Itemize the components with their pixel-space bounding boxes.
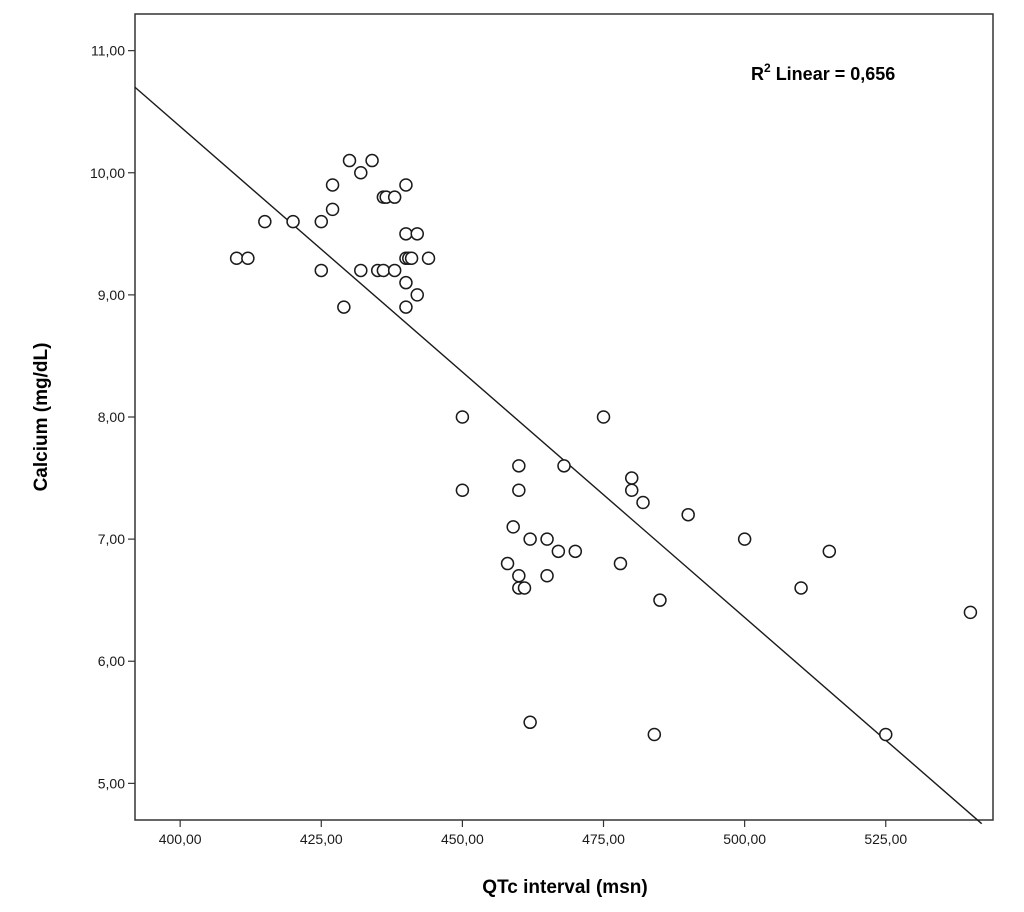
data-point (354, 263, 368, 278)
linear-fit-line (134, 86, 983, 825)
data-point (241, 251, 255, 265)
data-point (540, 569, 554, 583)
data-point (551, 544, 566, 559)
data-point (365, 153, 379, 168)
x-tick-label: 400,00 (159, 831, 202, 847)
y-tick-label: 11,00 (91, 43, 125, 59)
data-point (314, 263, 329, 278)
plot-area (134, 86, 983, 825)
y-axis: 5,00 6,00 7,00 8,00 9,00 10,00 11,00 (90, 43, 135, 791)
y-tick-label: 6,00 (98, 653, 125, 669)
data-point (325, 202, 340, 217)
data-point (647, 727, 662, 742)
data-point (624, 471, 639, 485)
data-point (596, 410, 611, 424)
y-tick-label: 8,00 (98, 409, 125, 425)
data-point (342, 153, 357, 168)
data-point (387, 190, 402, 204)
data-point (404, 251, 419, 265)
data-point (523, 532, 537, 546)
x-tick-label: 500,00 (723, 831, 766, 847)
data-point (399, 300, 413, 314)
data-point (325, 178, 340, 192)
data-point (286, 214, 300, 229)
data-point (737, 532, 752, 546)
r-squared-prefix: R (751, 64, 764, 84)
data-point (653, 593, 667, 607)
data-point (229, 251, 244, 265)
data-point (963, 605, 978, 620)
data-point (258, 214, 272, 229)
data-point (337, 300, 351, 314)
data-point (354, 166, 368, 180)
data-point (822, 544, 837, 559)
data-point (399, 275, 413, 290)
data-point (500, 556, 515, 571)
data-point (455, 410, 470, 424)
data-point (517, 581, 532, 595)
x-tick-label: 425,00 (300, 831, 343, 847)
x-tick-label: 450,00 (441, 831, 484, 847)
data-point (512, 569, 526, 583)
data-point (512, 483, 526, 498)
x-tick-label: 475,00 (582, 831, 625, 847)
data-point (399, 178, 413, 192)
data-point (455, 483, 470, 498)
data-point (421, 251, 436, 265)
data-point (410, 288, 424, 302)
data-point (387, 263, 402, 278)
data-point (681, 507, 695, 522)
data-point (613, 556, 628, 571)
data-point (624, 483, 639, 498)
data-point (540, 532, 554, 546)
y-tick-label: 10,00 (90, 165, 125, 181)
data-point (410, 227, 424, 241)
data-point (568, 544, 583, 559)
r-squared-annotation: R2 Linear = 0,656 (751, 61, 895, 84)
data-point (314, 214, 329, 229)
data-point (399, 227, 413, 241)
data-point (506, 520, 520, 534)
r-squared-superscript: 2 (764, 61, 771, 75)
y-tick-label: 5,00 (98, 775, 125, 791)
x-tick-label: 525,00 (864, 831, 907, 847)
y-tick-label: 7,00 (98, 531, 125, 547)
y-axis-title: Calcium (mg/dL) (31, 343, 52, 492)
data-point (794, 581, 808, 595)
x-axis: 400,00 425,00 450,00 475,00 500,00 525,00 (159, 820, 907, 847)
data-point (879, 727, 893, 742)
data-point (636, 495, 650, 510)
data-point (376, 263, 391, 278)
data-point (512, 459, 526, 473)
y-tick-label: 9,00 (98, 287, 125, 303)
data-point (557, 459, 571, 473)
data-point (523, 715, 537, 730)
x-axis-title: QTc interval (msn) (482, 877, 647, 898)
plot-frame (134, 13, 994, 821)
r-squared-text: Linear = 0,656 (771, 64, 896, 84)
